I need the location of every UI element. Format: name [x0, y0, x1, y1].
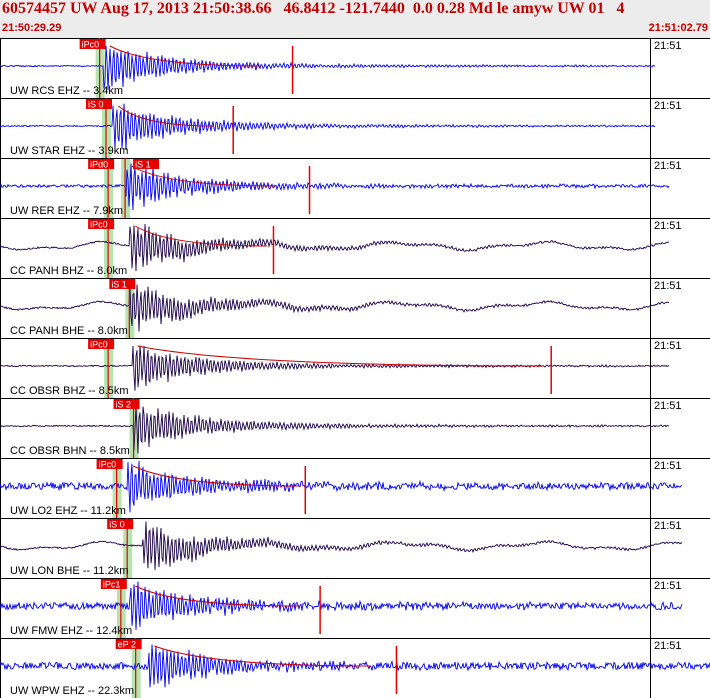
phase-pick-label: iPc0 [90, 220, 108, 230]
phase-pick-flag [88, 159, 115, 169]
phase-pick-flag [133, 159, 160, 169]
phase-pick-flag [86, 99, 112, 109]
waveform-trace [0, 45, 656, 91]
trace-clock-label: 21:51 [654, 460, 682, 472]
waveform-trace [0, 581, 683, 630]
station-label: UW FMW EHZ -- 12.4km [10, 625, 132, 637]
trace-clock-label: 21:51 [654, 520, 682, 532]
phase-pick-flag [109, 279, 136, 289]
phase-pick-label: iPc0 [90, 340, 108, 350]
event-header: 60574457 UW Aug 17, 2013 21:50:38.66 46.… [0, 0, 710, 38]
waveform-trace [0, 345, 670, 391]
trace-clock-label: 21:51 [654, 160, 682, 172]
station-label: UW LON BHE -- 11.2km [10, 565, 128, 577]
phase-pick-label: iS 0 [109, 520, 125, 530]
phase-pick-flag [88, 219, 115, 229]
seismogram-panel: iPc0 UW RCS EHZ -- 3.4km 21:51 iS 0 UW STAR … [0, 38, 710, 698]
phase-pick-flag [113, 399, 140, 409]
trace-clock-label: 21:51 [654, 280, 682, 292]
station-label: CC PANH BHE -- 8.0km [10, 325, 128, 337]
station-label: UW STAR EHZ -- 3.9km [10, 145, 128, 157]
phase-pick-flag [79, 39, 106, 49]
phase-pick-label: iS 2 [116, 400, 132, 410]
trace-clock-label: 21:51 [654, 40, 682, 52]
phase-pick-label: iPc0 [99, 460, 117, 470]
waveform-trace [0, 284, 670, 332]
trace-clock-label: 21:51 [654, 100, 682, 112]
station-label: CC OBSR BHZ -- 8.5km [10, 385, 129, 397]
phase-pick-flag [96, 459, 123, 469]
station-label: CC OBSR BHN -- 8.5km [10, 445, 130, 457]
phase-pick-label: iPc1 [103, 580, 121, 590]
waveform-trace [0, 163, 670, 211]
station-label: UW LO2 EHZ -- 11.2km [10, 505, 126, 517]
window-end-time: 21:51:02.79 [648, 22, 708, 34]
station-label: UW RCS EHZ -- 3.4km [10, 85, 123, 97]
coda-decay-curve [135, 225, 268, 247]
phase-pick-flag [115, 639, 142, 649]
trace-clock-label: 21:51 [654, 340, 682, 352]
window-start-time: 21:50:29.29 [2, 22, 62, 34]
station-label: CC PANH BHZ -- 8.0km [10, 265, 127, 277]
trace-clock-label: 21:51 [654, 580, 682, 592]
waveform-trace [0, 644, 710, 688]
station-label: UW WPW EHZ -- 22.3km [10, 685, 134, 697]
phase-pick-label: iS 1 [111, 280, 127, 290]
phase-pick-label: iPc0 [82, 40, 100, 50]
station-label: UW RER EHZ -- 7.9km [10, 205, 123, 217]
coda-decay-curve [135, 585, 299, 607]
coda-decay-curve [132, 465, 302, 487]
phase-pick-label: iS 1 [135, 160, 151, 170]
phase-pick-flag [107, 519, 134, 529]
phase-pick-label: eP 2 [118, 640, 136, 650]
coda-decay-curve [137, 345, 543, 367]
coda-decay-curve [130, 165, 276, 187]
waveform-trace [0, 521, 683, 570]
coda-decay-curve [154, 645, 372, 667]
trace-clock-label: 21:51 [654, 220, 682, 232]
phase-pick-label: iPd0 [90, 160, 108, 170]
event-title: 60574457 UW Aug 17, 2013 21:50:38.66 46.… [2, 0, 625, 17]
waveform-trace [0, 223, 670, 272]
waveform-trace [0, 103, 656, 151]
trace-clock-label: 21:51 [654, 640, 682, 652]
trace-clock-label: 21:51 [654, 400, 682, 412]
phase-pick-flag [100, 579, 127, 589]
waveform-trace [0, 406, 669, 454]
phase-pick-flag [88, 339, 115, 349]
phase-pick-label: iS 0 [88, 100, 104, 110]
coda-decay-curve [109, 45, 261, 67]
waveform-trace [0, 460, 683, 513]
coda-decay-curve [118, 105, 215, 127]
